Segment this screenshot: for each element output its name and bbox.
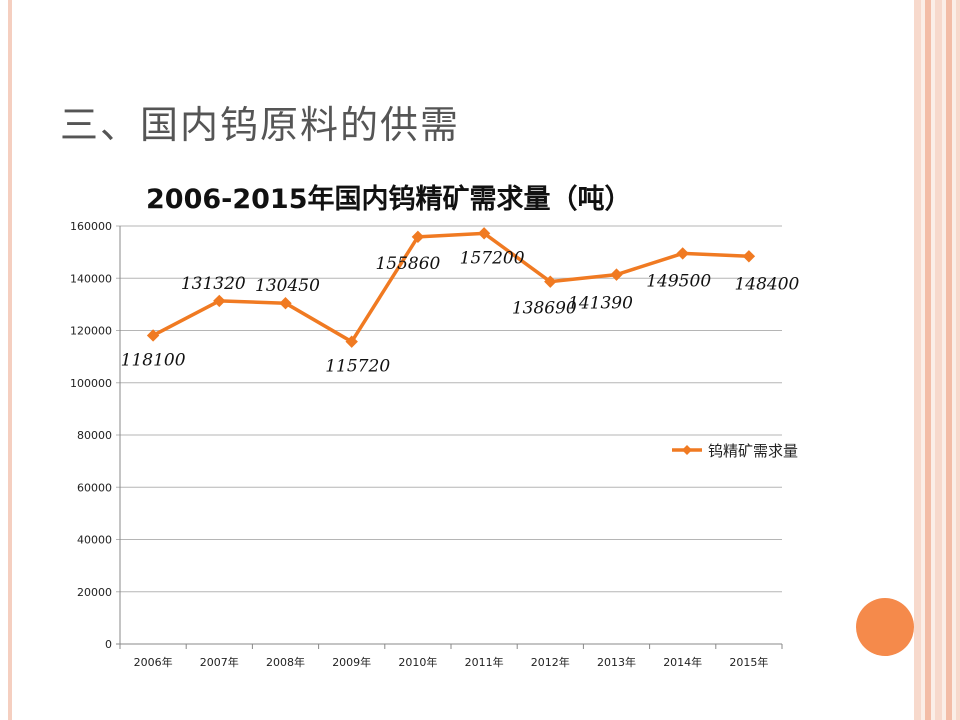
x-tick-label: 2009年 bbox=[332, 655, 371, 669]
x-tick-label: 2008年 bbox=[266, 655, 305, 669]
data-label: 130450 bbox=[255, 276, 320, 296]
x-tick-label: 2011年 bbox=[465, 655, 504, 669]
data-label: 115720 bbox=[325, 357, 390, 377]
data-point bbox=[279, 296, 292, 310]
y-tick-label: 20000 bbox=[77, 586, 112, 599]
data-point bbox=[146, 329, 160, 342]
data-label: 141390 bbox=[568, 294, 633, 314]
data-label: 157200 bbox=[460, 248, 525, 268]
legend-marker bbox=[682, 445, 692, 455]
left-border-decoration bbox=[8, 0, 12, 720]
chart-series-layer bbox=[146, 227, 756, 348]
data-point bbox=[213, 294, 226, 308]
x-tick-label: 2006年 bbox=[134, 655, 173, 669]
data-point bbox=[345, 335, 358, 348]
y-tick-label: 160000 bbox=[70, 220, 112, 233]
data-point bbox=[610, 268, 623, 281]
x-tick-label: 2014年 bbox=[663, 655, 702, 669]
x-tick-label: 2015年 bbox=[729, 655, 768, 669]
right-stripe-decoration bbox=[914, 0, 960, 720]
y-tick-label: 120000 bbox=[70, 325, 112, 338]
y-tick-label: 140000 bbox=[70, 272, 112, 285]
slide-title: 三、国内钨原料的供需 bbox=[60, 103, 461, 147]
legend-label: 钨精矿需求量 bbox=[708, 442, 798, 460]
data-label: 148400 bbox=[734, 274, 799, 294]
data-point bbox=[676, 247, 689, 260]
orange-circle-decoration bbox=[856, 598, 914, 656]
data-label: 149500 bbox=[646, 271, 711, 291]
chart-data-labels: 118100 131320 130450 115720 155860 157200 1386… bbox=[121, 248, 800, 376]
y-tick-label: 40000 bbox=[77, 534, 112, 547]
chart-title: 2006-2015年国内钨精矿需求量（吨） bbox=[146, 183, 632, 215]
y-tick-label: 100000 bbox=[70, 377, 112, 390]
y-tick-label: 60000 bbox=[77, 481, 112, 494]
series-line bbox=[152, 231, 749, 344]
data-label: 155860 bbox=[375, 254, 440, 274]
y-tick-label: 0 bbox=[105, 638, 112, 651]
chart-grid bbox=[116, 225, 782, 645]
data-label: 131320 bbox=[181, 274, 246, 294]
x-tick-label: 2013年 bbox=[597, 655, 636, 669]
data-point bbox=[477, 227, 491, 240]
x-tick-label: 2007年 bbox=[200, 655, 239, 669]
x-tick-label: 2012年 bbox=[531, 655, 570, 669]
data-point bbox=[411, 230, 425, 244]
x-tick-label: 2010年 bbox=[398, 655, 437, 669]
chart-legend: 钨精矿需求量 bbox=[672, 442, 798, 460]
data-point bbox=[742, 250, 756, 263]
data-label: 118100 bbox=[121, 350, 186, 370]
data-point bbox=[544, 275, 557, 288]
data-label: 138690 bbox=[512, 299, 577, 319]
y-tick-label: 80000 bbox=[77, 429, 112, 442]
chart-axes: 0 20000 40000 60000 80000 100000 120000 140000 1… bbox=[70, 220, 783, 669]
